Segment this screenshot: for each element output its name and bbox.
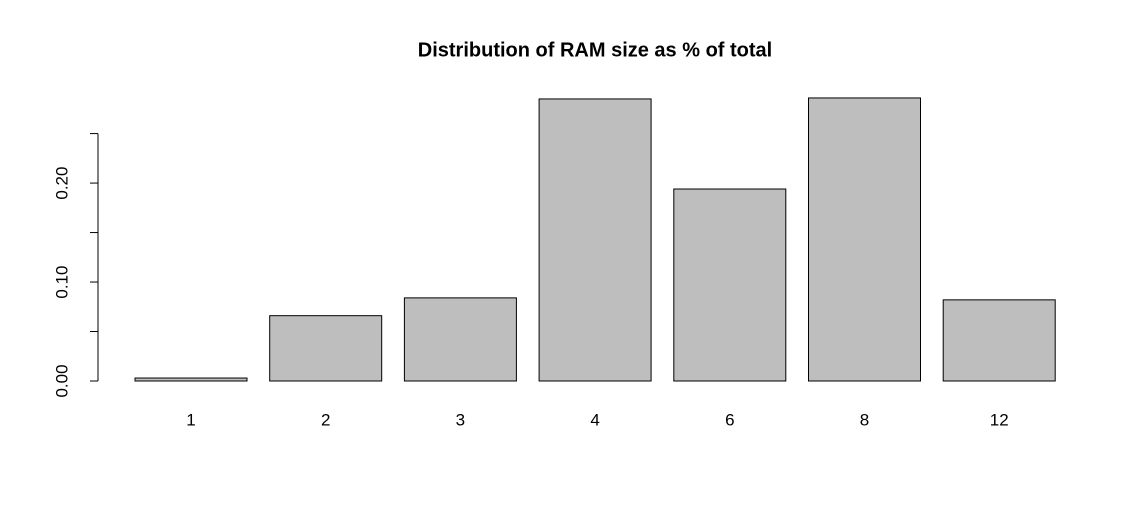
bar [808, 97, 921, 382]
chart-title: Distribution of RAM size as % of total [418, 39, 772, 61]
x-tick-label: 3 [456, 410, 465, 429]
x-tick-label: 4 [590, 410, 599, 429]
bar [673, 188, 787, 382]
bar [403, 297, 517, 382]
x-tick-label: 12 [990, 410, 1009, 429]
x-tick-label: 1 [186, 410, 195, 429]
y-tick-label: 0.00 [52, 364, 71, 397]
y-tick-label: 0.20 [52, 167, 71, 200]
bar [134, 377, 248, 382]
x-tick-label: 8 [860, 410, 869, 429]
x-tick-label: 2 [321, 410, 330, 429]
x-tick-label: 6 [725, 410, 734, 429]
y-tick-label: 0.10 [52, 265, 71, 298]
bar [538, 98, 652, 382]
bar [269, 315, 383, 382]
bar [942, 299, 1056, 382]
